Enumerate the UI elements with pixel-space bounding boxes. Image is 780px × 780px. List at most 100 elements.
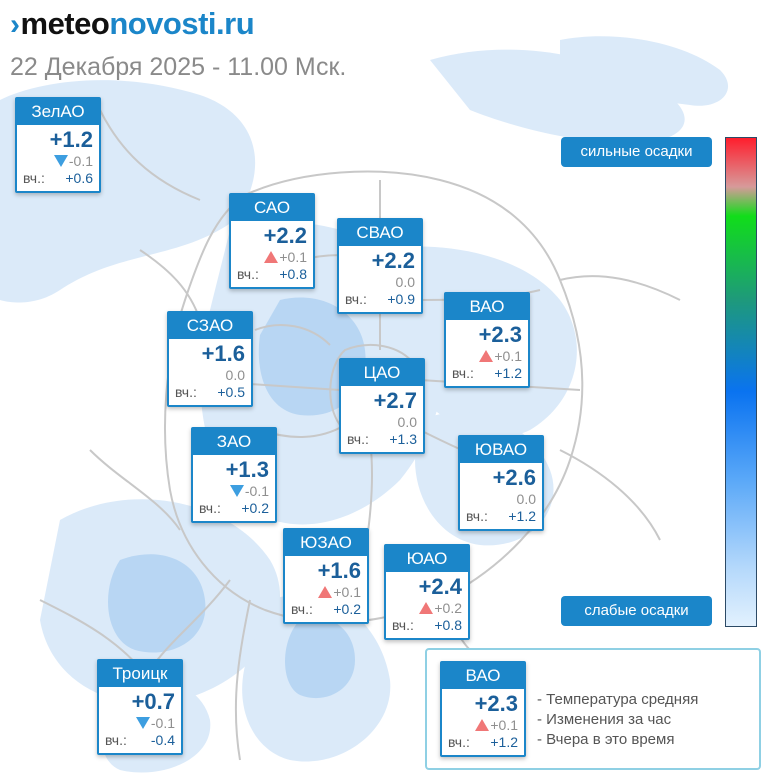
card-yesterday: вч.: +0.9 — [339, 290, 421, 308]
card-district-name: САО — [231, 195, 313, 221]
district-card[interactable]: ЦАО +2.7 0.0 вч.: +1.3 — [339, 358, 425, 454]
card-hourly-change: +0.1 — [231, 249, 313, 265]
card-yesterday: вч.: +0.2 — [285, 600, 367, 618]
card-yesterday: вч.: -0.4 — [99, 731, 181, 749]
trend-down-icon — [53, 155, 68, 167]
card-temperature: +2.2 — [371, 248, 415, 273]
precipitation-scale-bar — [725, 137, 757, 627]
card-yesterday-value: +0.6 — [65, 170, 93, 186]
card-yesterday-value: +0.2 — [241, 500, 269, 516]
card-yesterday-value: +1.2 — [508, 508, 536, 524]
card-yesterday: вч.: +0.8 — [231, 265, 313, 283]
card-yesterday: вч.: +0.2 — [193, 499, 275, 517]
card-temperature: +2.3 — [474, 691, 518, 716]
card-temperature: +2.4 — [418, 574, 462, 599]
district-card[interactable]: СВАО +2.2 0.0 вч.: +0.9 — [337, 218, 423, 314]
logo-chevron-icon: › — [10, 8, 20, 41]
trend-up-icon — [475, 719, 490, 731]
legend-item-temperature: Температура средняя — [537, 690, 698, 710]
district-card[interactable]: ЮЗАО +1.6 +0.1 вч.: +0.2 — [283, 528, 369, 624]
card-hourly-change: 0.0 — [460, 491, 542, 507]
card-district-name: СЗАО — [169, 313, 251, 339]
card-hourly-change: +0.1 — [446, 348, 528, 364]
card-district-name: ЮАО — [386, 546, 468, 572]
card-change-value: +0.1 — [333, 584, 361, 600]
card-change-value: 0.0 — [397, 414, 417, 430]
card-change-value: -0.1 — [150, 715, 175, 731]
card-yesterday: вч.: +0.5 — [169, 383, 251, 401]
legend-box: ВАО +2.3 +0.1 вч.: +1.2 Температура средн… — [425, 648, 761, 770]
card-change-value: +0.1 — [490, 717, 518, 733]
card-yesterday-value: +0.9 — [387, 291, 415, 307]
trend-up-icon — [419, 602, 434, 614]
card-hourly-change: -0.1 — [99, 715, 181, 731]
trend-up-icon — [479, 350, 494, 362]
card-yesterday: вч.: +1.2 — [446, 364, 528, 382]
card-yesterday-label: вч.: — [345, 291, 367, 307]
card-yesterday-label: вч.: — [466, 508, 488, 524]
district-card[interactable]: ЗелАО +1.2 -0.1 вч.: +0.6 — [15, 97, 101, 193]
card-hourly-change: +0.1 — [442, 717, 524, 733]
card-change-value: 0.0 — [395, 274, 415, 290]
card-district-name: ЮВАО — [460, 437, 542, 463]
card-temperature: +1.2 — [49, 127, 93, 152]
logo-text-novosti: novosti.ru — [109, 6, 255, 41]
card-temperature: +0.7 — [131, 689, 175, 714]
district-card[interactable]: ЮВАО +2.6 0.0 вч.: +1.2 — [458, 435, 544, 531]
card-district-name: ЗАО — [193, 429, 275, 455]
card-hourly-change: -0.1 — [17, 153, 99, 169]
legend-item-hourly-change: Изменения за час — [537, 710, 698, 730]
district-card[interactable]: СЗАО +1.6 0.0 вч.: +0.5 — [167, 311, 253, 407]
heavy-precipitation-label: сильные осадки — [561, 137, 712, 167]
trend-up-icon — [264, 251, 279, 263]
card-yesterday-label: вч.: — [291, 601, 313, 617]
card-yesterday-label: вч.: — [199, 500, 221, 516]
trend-up-icon — [318, 586, 333, 598]
district-card[interactable]: САО +2.2 +0.1 вч.: +0.8 — [229, 193, 315, 289]
card-yesterday: вч.: +1.2 — [442, 733, 524, 751]
light-precipitation-label: слабые осадки — [561, 596, 712, 626]
card-district-name: ВАО — [446, 294, 528, 320]
card-yesterday-label: вч.: — [105, 732, 127, 748]
card-yesterday-value: +0.5 — [217, 384, 245, 400]
card-yesterday: вч.: +1.2 — [460, 507, 542, 525]
card-district-name: ЦАО — [341, 360, 423, 386]
district-card[interactable]: ЗАО +1.3 -0.1 вч.: +0.2 — [191, 427, 277, 523]
card-change-value: +0.1 — [279, 249, 307, 265]
legend-example-card: ВАО +2.3 +0.1 вч.: +1.2 — [440, 661, 526, 757]
logo-text-meteo: meteo — [20, 6, 110, 41]
trend-down-icon — [229, 485, 244, 497]
card-yesterday-value: +0.8 — [434, 617, 462, 633]
card-yesterday-value: -0.4 — [150, 732, 175, 748]
card-temperature: +1.3 — [225, 457, 269, 482]
district-card[interactable]: ЮАО +2.4 +0.2 вч.: +0.8 — [384, 544, 470, 640]
card-temperature: +2.3 — [478, 322, 522, 347]
card-district-name: ВАО — [442, 663, 524, 689]
card-change-value: -0.1 — [244, 483, 269, 499]
card-district-name: Троицк — [99, 661, 181, 687]
card-change-value: 0.0 — [516, 491, 536, 507]
card-yesterday-value: +1.2 — [494, 365, 522, 381]
card-yesterday-label: вч.: — [175, 384, 197, 400]
card-yesterday-value: +1.3 — [389, 431, 417, 447]
legend-item-yesterday: Вчера в это время — [537, 730, 698, 750]
card-hourly-change: -0.1 — [193, 483, 275, 499]
card-yesterday-value: +1.2 — [490, 734, 518, 750]
card-hourly-change: 0.0 — [169, 367, 251, 383]
site-logo[interactable]: ›meteonovosti.ru — [10, 6, 255, 43]
date-time-title: 22 Декабря 2025 - 11.00 Мск. — [10, 53, 347, 81]
district-card[interactable]: Троицк +0.7 -0.1 вч.: -0.4 — [97, 659, 183, 755]
card-yesterday-value: +0.2 — [333, 601, 361, 617]
card-yesterday: вч.: +0.6 — [17, 169, 99, 187]
card-temperature: +1.6 — [201, 341, 245, 366]
card-yesterday-label: вч.: — [448, 734, 470, 750]
card-temperature: +1.6 — [317, 558, 361, 583]
card-district-name: ЗелАО — [17, 99, 99, 125]
card-yesterday-label: вч.: — [23, 170, 45, 186]
card-yesterday-value: +0.8 — [279, 266, 307, 282]
district-card[interactable]: ВАО +2.3 +0.1 вч.: +1.2 — [444, 292, 530, 388]
card-district-name: СВАО — [339, 220, 421, 246]
legend-descriptions: Температура средняя Изменения за час Вче… — [537, 690, 698, 750]
card-yesterday-label: вч.: — [347, 431, 369, 447]
card-hourly-change: 0.0 — [339, 274, 421, 290]
